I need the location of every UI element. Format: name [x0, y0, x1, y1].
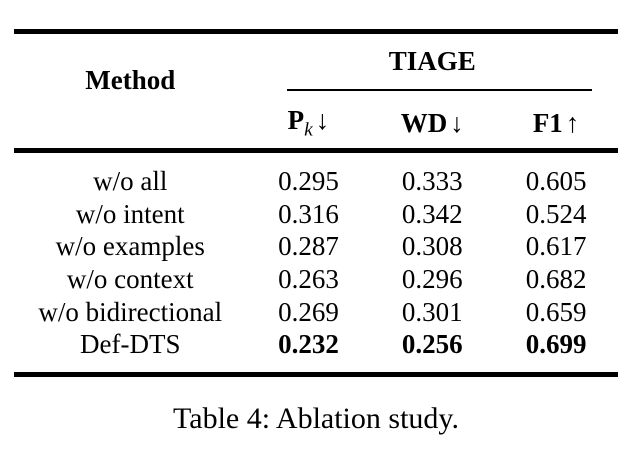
metric-headers: Pk ↓ WD ↓ F1 ↑ — [247, 91, 618, 148]
metric-subscript: k — [304, 119, 313, 141]
row-wd-value: 0.256 — [401, 329, 463, 360]
row-method-label: Def-DTS — [80, 329, 181, 360]
metric-header-pk: Pk ↓ — [247, 105, 371, 141]
row-wd-value: 0.342 — [401, 198, 463, 229]
table-row: w/o intent 0.316 0.342 0.524 — [14, 198, 618, 231]
row-method-label: w/o examples — [55, 231, 205, 262]
tiage-underline-rule — [287, 89, 592, 91]
row-pk-value: 0.232 — [278, 329, 339, 360]
method-column-header: Method — [85, 64, 176, 95]
table-row: w/o bidirectional 0.269 0.301 0.659 — [14, 296, 618, 329]
row-f1-value: 0.682 — [525, 263, 587, 294]
table-row: w/o examples 0.287 0.308 0.617 — [14, 230, 618, 263]
tiage-group-header: TIAGE — [388, 46, 476, 76]
metric-label: P — [287, 105, 305, 136]
table-caption: Table 4: Ablation study. — [173, 402, 459, 435]
tiage-column-group: TIAGE Pk ↓ WD ↓ F1 ↑ — [247, 34, 618, 148]
row-pk-value: 0.263 — [278, 263, 339, 294]
table-bottom-rule — [14, 372, 618, 378]
up-arrow-icon: ↑ — [565, 108, 580, 138]
row-method-label: w/o bidirectional — [38, 296, 223, 327]
table-mid-rule — [14, 148, 618, 153]
row-pk-value: 0.316 — [278, 198, 339, 229]
table-top-rule — [14, 29, 618, 34]
row-wd-value: 0.333 — [401, 165, 463, 196]
metric-header-f1: F1 ↑ — [494, 108, 618, 139]
table-row-best: Def-DTS 0.232 0.256 0.699 — [14, 328, 618, 361]
row-f1-value: 0.617 — [525, 231, 587, 262]
ablation-table: Method TIAGE Pk ↓ WD ↓ F1 ↑ w/o all 0.295 0… — [14, 29, 618, 378]
metric-header-wd: WD ↓ — [370, 108, 494, 139]
row-f1-value: 0.524 — [525, 198, 587, 229]
row-pk-value: 0.269 — [278, 296, 339, 327]
row-wd-value: 0.296 — [401, 263, 463, 294]
row-f1-value: 0.699 — [525, 329, 587, 360]
metric-label: F1 — [532, 108, 563, 138]
row-wd-value: 0.301 — [401, 296, 463, 327]
row-f1-value: 0.605 — [525, 165, 587, 196]
table-body: w/o all 0.295 0.333 0.605 w/o intent 0.3… — [14, 153, 618, 372]
row-method-label: w/o context — [66, 263, 194, 294]
table-row: w/o all 0.295 0.333 0.605 — [14, 165, 618, 198]
table-header: Method TIAGE Pk ↓ WD ↓ F1 ↑ — [14, 34, 618, 148]
down-arrow-icon: ↓ — [450, 108, 464, 138]
table-row: w/o context 0.263 0.296 0.682 — [14, 263, 618, 296]
row-method-label: w/o all — [93, 165, 168, 196]
row-wd-value: 0.308 — [401, 231, 463, 262]
row-pk-value: 0.287 — [278, 231, 339, 262]
row-f1-value: 0.659 — [525, 296, 587, 327]
metric-label: WD — [400, 108, 448, 138]
row-pk-value: 0.295 — [278, 165, 339, 196]
row-method-label: w/o intent — [75, 198, 185, 229]
down-arrow-icon: ↓ — [315, 105, 330, 136]
